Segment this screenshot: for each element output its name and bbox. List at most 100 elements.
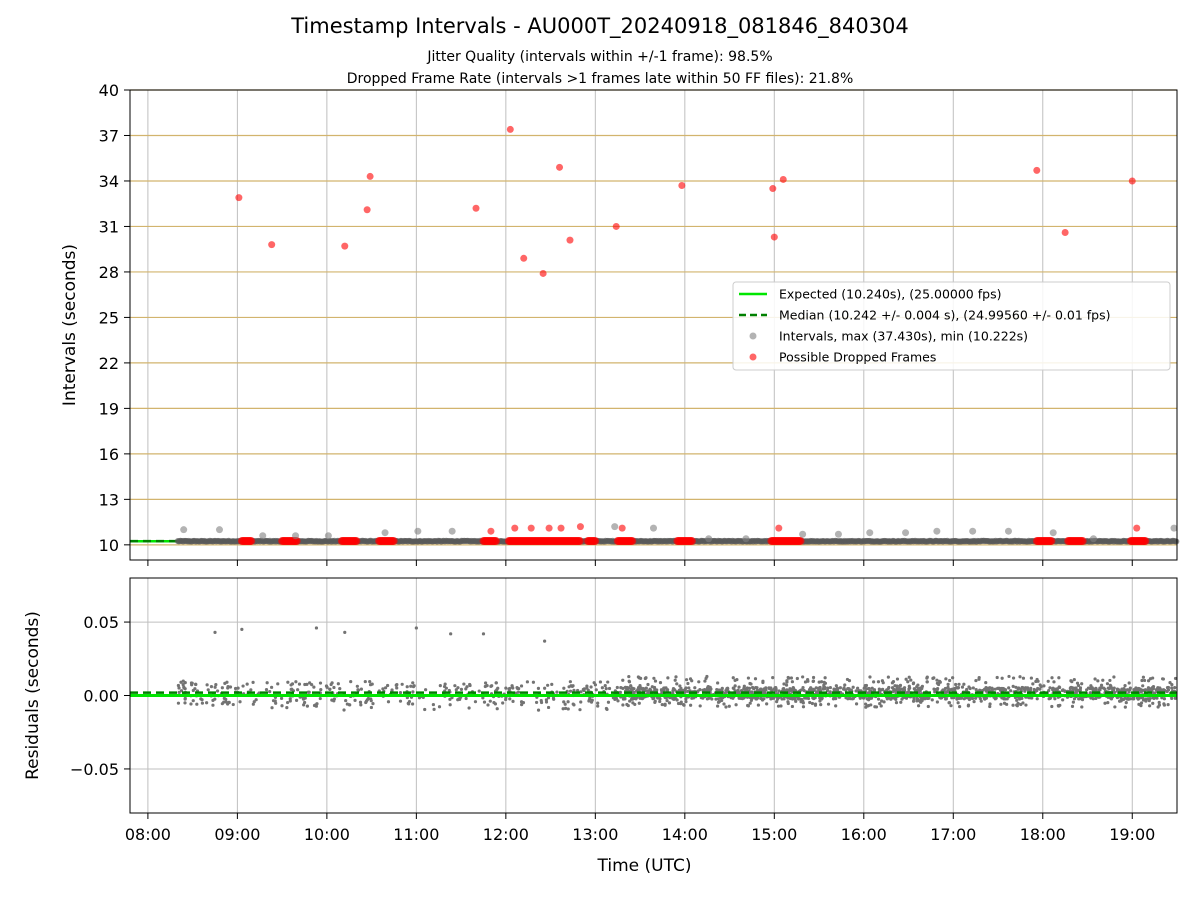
residual-point [462,682,466,686]
residual-point [1157,688,1161,692]
residual-point [486,703,490,707]
residual-point [211,698,215,702]
residuals-plot-frame [129,577,1178,814]
residual-point [720,688,724,692]
residual-point [941,688,945,692]
residual-point [411,690,415,694]
residual-point [863,685,867,690]
y-tick-label: 31 [99,217,119,236]
residual-point [838,686,843,690]
residual-point [948,678,952,683]
residual-point [1112,675,1116,679]
residual-point [971,686,975,690]
dropped-frame-point [769,185,777,193]
residual-point [1015,698,1019,702]
residual-point [874,705,879,709]
residual-point [1011,684,1015,688]
dropped-frame-point [472,204,480,212]
dropped-frame-point [363,206,371,214]
residual-point [946,686,950,690]
residual-point [972,700,976,704]
dropped-frame-point [235,194,243,202]
residual-point [710,697,714,701]
residual-point [1014,685,1018,689]
residual-point [276,682,280,686]
residual-point [782,682,786,686]
residual-point [746,703,750,708]
residual-point [432,707,436,712]
residual-point [555,690,559,694]
residual-point [966,704,970,708]
y-tick-label: 40 [99,81,119,100]
residual-point [252,700,256,704]
y-tick-label: 0.05 [83,613,119,632]
residual-point [236,686,240,690]
residual-point [220,686,224,690]
residual-point [931,676,935,681]
interval-point [866,529,874,537]
residual-point [318,696,322,701]
residual-point [782,697,786,701]
residual-point [1148,697,1152,701]
y-tick-label: 28 [99,263,119,282]
residual-point [1170,696,1174,700]
residual-point [1057,676,1061,680]
residual-point [177,690,181,694]
residual-point [369,699,373,703]
residual-point [431,702,435,707]
residual-point [808,700,812,705]
residual-point [977,675,981,680]
residual-point [806,678,810,682]
residual-point [644,686,648,690]
residual-point [603,684,607,688]
residual-point [793,697,797,701]
residual-point [579,690,583,694]
residual-point [206,688,210,692]
interval-point [611,523,619,531]
residual-point [485,684,489,688]
x-axis-label: Time (UTC) [597,856,692,876]
residual-point [270,706,274,710]
residual-point [411,681,415,685]
legend-dropped-label: Possible Dropped Frames [779,350,936,365]
x-tick-label: 11:00 [393,825,439,844]
residual-point [226,685,230,689]
residual-point [342,708,346,712]
residual-point [424,688,428,692]
residual-point [596,704,600,708]
residual-point [228,685,233,689]
residual-point [468,682,472,687]
residual-point [622,696,626,700]
residual-point [437,705,442,709]
residual-point [879,699,884,703]
residual-point [817,680,821,684]
residual-point [1137,702,1141,706]
residual-point [907,690,911,694]
x-tick-label: 12:00 [483,825,529,844]
residual-point [911,699,916,703]
residual-point [355,684,359,688]
residual-point [754,686,758,690]
residual-point [958,705,962,709]
y-tick-label: 22 [99,354,119,373]
dropped-frame-point [366,172,374,180]
residual-point [684,678,689,682]
residual-point [585,684,589,688]
residual-point [636,685,641,690]
residual-point [456,698,460,702]
residual-point [731,676,735,680]
residual-point [836,687,840,691]
residual-point [915,685,919,689]
residual-point [1088,686,1092,691]
residual-point [628,699,632,703]
residual-point [646,689,650,693]
residual-point [1069,679,1073,683]
residual-point [1039,685,1043,689]
residual-point [851,685,855,689]
residual-point [254,698,258,702]
residual-point [1144,699,1148,703]
residual-point [176,701,181,705]
residual-point [1058,703,1062,707]
residual-point [582,688,586,693]
interval-point [324,532,332,540]
